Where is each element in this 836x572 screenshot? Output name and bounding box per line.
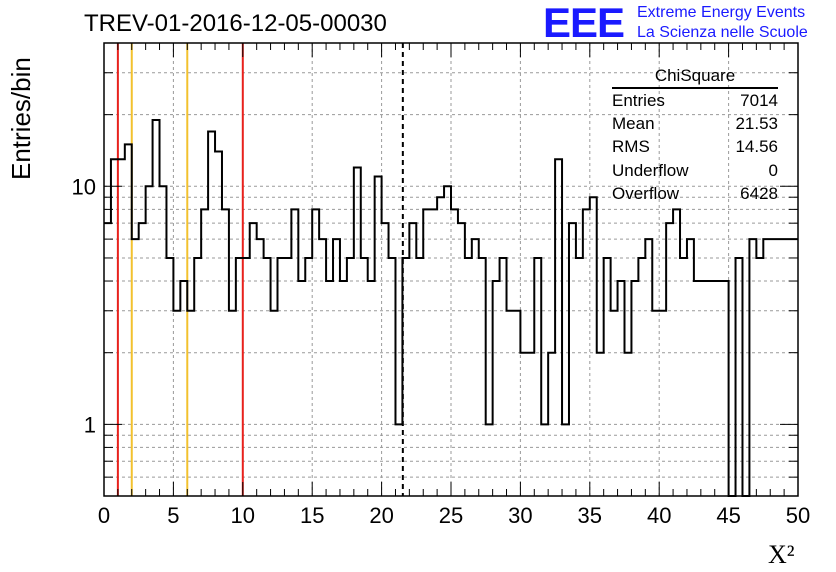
stats-row: Underflow 0: [612, 159, 778, 182]
x-tick-label: 40: [647, 503, 671, 528]
stats-label: Underflow: [612, 160, 689, 180]
stats-row: Overflow 6428: [612, 182, 778, 205]
stats-value: 7014: [740, 91, 778, 110]
stats-title: ChiSquare: [612, 66, 778, 89]
y-tick-label: 1: [84, 412, 96, 437]
stats-value: 21.53: [735, 114, 778, 134]
x-tick-label: 50: [786, 503, 810, 528]
eee-logo-caption: Extreme Energy Events La Scienza nelle S…: [637, 3, 808, 43]
stats-label: Entries: [612, 91, 665, 110]
y-axis-label: Entries/bin: [6, 57, 36, 180]
stats-label: Overflow: [612, 183, 680, 203]
stats-row: RMS 14.56: [612, 135, 778, 158]
x-tick-label: 0: [98, 503, 110, 528]
stats-box: ChiSquare Entries 7014 Mean 21.53 RMS 14…: [612, 66, 778, 205]
stats-row: Mean 21.53: [612, 112, 778, 135]
x-tick-label: 35: [578, 503, 602, 528]
chart-title: TREV-01-2016-12-05-00030: [84, 10, 387, 37]
y-tick-label: 10: [72, 174, 96, 199]
stats-label: RMS: [612, 137, 650, 157]
x-tick-label: 30: [508, 503, 532, 528]
histogram-series: [104, 118, 798, 497]
eee-logo-line1: Extreme Energy Events: [637, 4, 806, 21]
eee-logo-line2: La Scienza nelle Scuole: [637, 24, 808, 41]
x-axis-label: X²: [768, 540, 795, 569]
eee-logo: EEE: [543, 0, 625, 46]
x-tick-label: 10: [231, 503, 255, 528]
stats-value: 0: [768, 160, 778, 180]
x-tick-label: 5: [167, 503, 179, 528]
stats-label: Mean: [612, 114, 655, 134]
x-tick-label: 45: [716, 503, 740, 528]
stats-row: Entries 7014: [612, 89, 778, 112]
stats-value: 6428: [740, 183, 778, 203]
x-tick-label: 25: [439, 503, 463, 528]
x-tick-label: 15: [300, 503, 324, 528]
x-tick-label: 20: [369, 503, 393, 528]
stats-value: 14.56: [735, 137, 778, 157]
